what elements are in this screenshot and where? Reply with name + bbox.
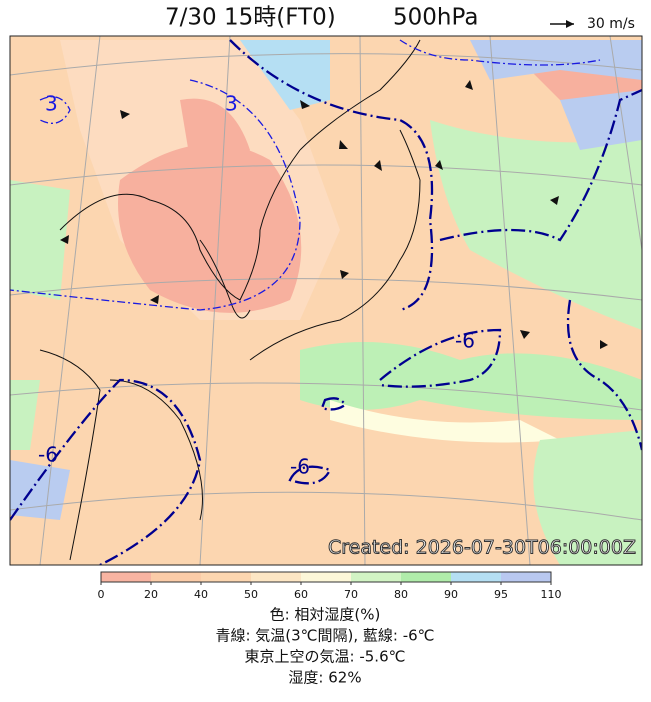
colorbar: 0 20 40 50 60 70 80 90 95 110 <box>98 571 562 601</box>
colorbar-tick-label: 0 <box>98 588 105 601</box>
colorbar-band <box>301 572 351 582</box>
line-label: 青線: 気温(3℃間隔), 藍線: -6℃ <box>215 627 434 645</box>
colorbar-band <box>401 572 451 582</box>
colorbar-tick-label: 40 <box>194 588 208 601</box>
color-label: 色: 相対湿度(%) <box>270 606 381 624</box>
colorbar-band <box>151 572 201 582</box>
colorbar-band <box>451 572 501 582</box>
colorbar-band <box>251 572 301 582</box>
contour-label: -6 <box>38 443 58 467</box>
colorbar-band <box>501 572 551 582</box>
colorbar-tick-label: 90 <box>444 588 458 601</box>
colorbar-tick-label: 110 <box>541 588 562 601</box>
map-frame <box>9 35 643 566</box>
title: 7/30 15時(FT0) <box>165 5 336 31</box>
contour-label: -6 <box>290 455 310 479</box>
contour-label: 3 <box>45 92 58 116</box>
colorbar-tick-label: 20 <box>144 588 158 601</box>
colorbar-band <box>201 572 251 582</box>
colorbar-tick-label: 80 <box>394 588 408 601</box>
tokyo-temp: 東京上空の気温: -5.6℃ <box>245 648 406 666</box>
created-label: Created: 2026-07-30T06:00:00Z <box>328 537 636 559</box>
map: 3 3 -6 -6 -6 Created: 2026-07-30T06:00:0… <box>10 36 642 565</box>
wind-scale-label: 30 m/s <box>587 16 635 32</box>
colorbar-band <box>101 572 151 582</box>
contour-label: 3 <box>225 92 238 116</box>
contour-label: -6 <box>455 329 475 353</box>
colorbar-tick-label: 95 <box>494 588 508 601</box>
colorbar-tick-label: 50 <box>244 588 258 601</box>
level: 500hPa <box>393 5 478 31</box>
colorbar-tick-label: 60 <box>294 588 308 601</box>
colorbar-frame <box>100 571 552 583</box>
colorbar-tick-label: 70 <box>344 588 358 601</box>
wind-scale-arrow <box>550 20 574 28</box>
tokyo-humidity: 湿度: 62% <box>288 669 361 687</box>
colorbar-band <box>351 572 401 582</box>
